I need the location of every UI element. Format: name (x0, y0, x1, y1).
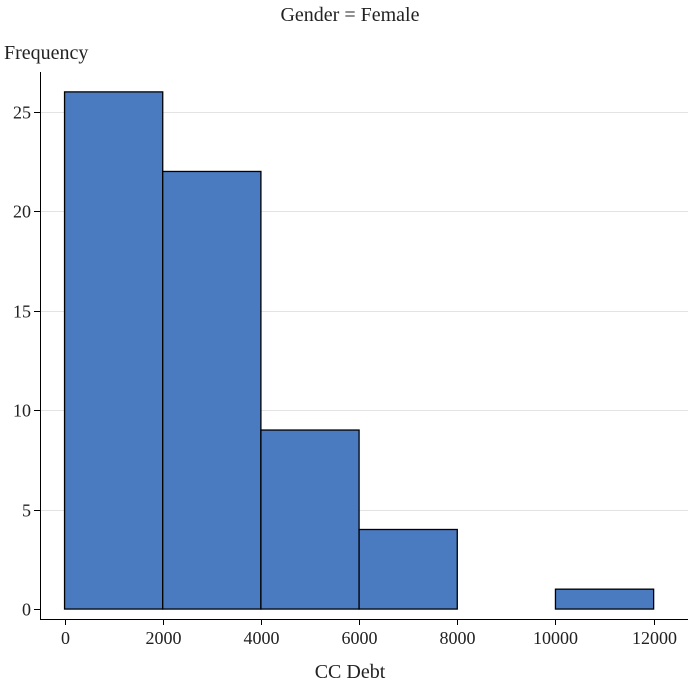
x-axis-ticks: 0 2000 4000 6000 8000 10000 12000 (61, 619, 677, 648)
x-tick-label-8000: 8000 (440, 628, 476, 648)
x-tick-label-12000: 12000 (632, 628, 677, 648)
y-axis-label: Frequency (4, 42, 88, 64)
y-tick-label-20: 20 (13, 202, 31, 222)
y-tick-label-0: 0 (22, 600, 31, 620)
bars (63, 91, 655, 610)
histogram-bar-10000-12000 (554, 588, 655, 610)
y-tick-label-10: 10 (13, 401, 31, 421)
axes (40, 72, 688, 620)
x-tick-label-6000: 6000 (342, 628, 378, 648)
chart-title: Gender = Female (280, 4, 419, 26)
y-tick-label-25: 25 (13, 103, 31, 123)
y-tick-label-5: 5 (22, 501, 31, 521)
histogram-bar-4000-6000 (260, 429, 360, 610)
x-tick-label-0: 0 (61, 628, 70, 648)
histogram-bar-2000-4000 (162, 170, 262, 610)
histogram-bar-6000-8000 (358, 528, 458, 610)
histogram-bar-0-2000 (63, 91, 164, 610)
x-tick-label-10000: 10000 (533, 628, 578, 648)
x-tick-label-2000: 2000 (146, 628, 182, 648)
x-axis-label: CC Debt (315, 661, 386, 683)
y-tick-label-15: 15 (13, 302, 31, 322)
x-tick-label-4000: 4000 (244, 628, 280, 648)
y-axis-ticks: 0 5 10 15 20 25 (13, 103, 40, 620)
